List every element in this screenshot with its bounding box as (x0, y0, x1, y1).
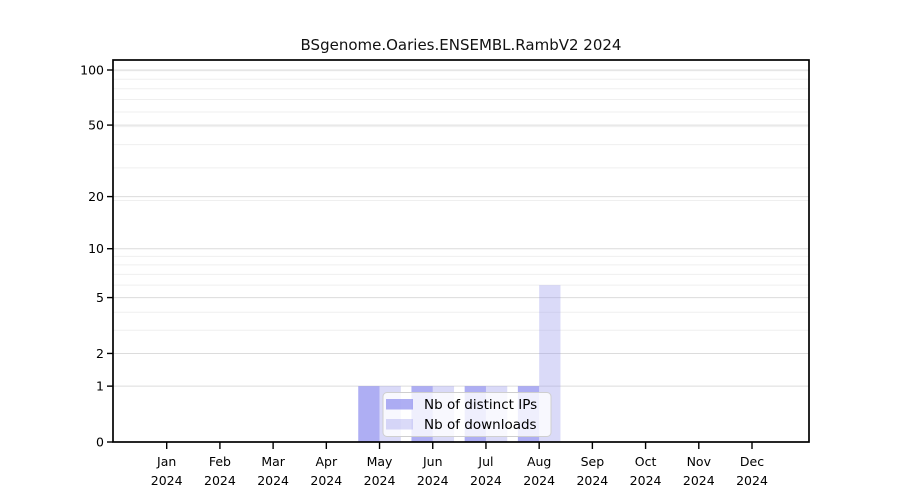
x-axis-tick-label-year: 2024 (310, 473, 342, 488)
x-axis-tick-label-month: Aug (527, 454, 551, 469)
x-axis-tick-label-month: May (367, 454, 393, 469)
x-axis-tick-label-year: 2024 (683, 473, 715, 488)
x-axis-tick-label-month: Apr (316, 454, 338, 469)
legend-box (382, 392, 552, 437)
x-axis-tick-label-month: Oct (635, 454, 657, 469)
y-axis-tick-label: 1 (96, 379, 104, 394)
x-axis-tick-label-year: 2024 (151, 473, 183, 488)
legend-label: Nb of downloads (424, 417, 537, 433)
x-axis-tick-label-month: Dec (740, 454, 764, 469)
y-axis-tick-label: 20 (88, 189, 104, 204)
x-axis-tick-label-month: Sep (581, 454, 605, 469)
chart-title: BSgenome.Oaries.ENSEMBL.RambV2 2024 (300, 36, 622, 54)
y-axis-tick-label: 0 (96, 435, 104, 450)
x-axis-tick-label-year: 2024 (576, 473, 608, 488)
y-axis-tick-label: 50 (88, 118, 104, 133)
y-axis-tick-label: 100 (80, 63, 104, 78)
x-axis-tick-label-month: Jul (477, 454, 493, 469)
x-axis-tick-label-month: Mar (261, 454, 285, 469)
x-axis-tick-label-month: Feb (209, 454, 231, 469)
y-axis-tick-label: 2 (96, 346, 104, 361)
x-axis-tick-label-month: Jan (156, 454, 176, 469)
x-axis-tick-label-year: 2024 (204, 473, 236, 488)
y-axis-tick-label: 10 (88, 241, 104, 256)
x-axis-tick-label-year: 2024 (736, 473, 768, 488)
legend-label: Nb of distinct IPs (424, 397, 537, 413)
x-axis-tick-label-year: 2024 (523, 473, 555, 488)
x-axis-tick-label-year: 2024 (630, 473, 662, 488)
bar-distinct-ips (358, 386, 380, 442)
x-axis-tick-label-month: Jun (422, 454, 443, 469)
x-axis-tick-label-year: 2024 (470, 473, 502, 488)
x-axis-tick-label-year: 2024 (257, 473, 289, 488)
legend-swatch-downloads (386, 419, 413, 430)
plot-border (112, 59, 810, 443)
x-axis-tick-label-month: Nov (687, 454, 712, 469)
y-axis-tick-label: 5 (96, 290, 104, 305)
legend-swatch-distinct-ips (386, 399, 413, 410)
x-axis-tick-label-year: 2024 (417, 473, 449, 488)
x-axis-tick-label-year: 2024 (364, 473, 396, 488)
